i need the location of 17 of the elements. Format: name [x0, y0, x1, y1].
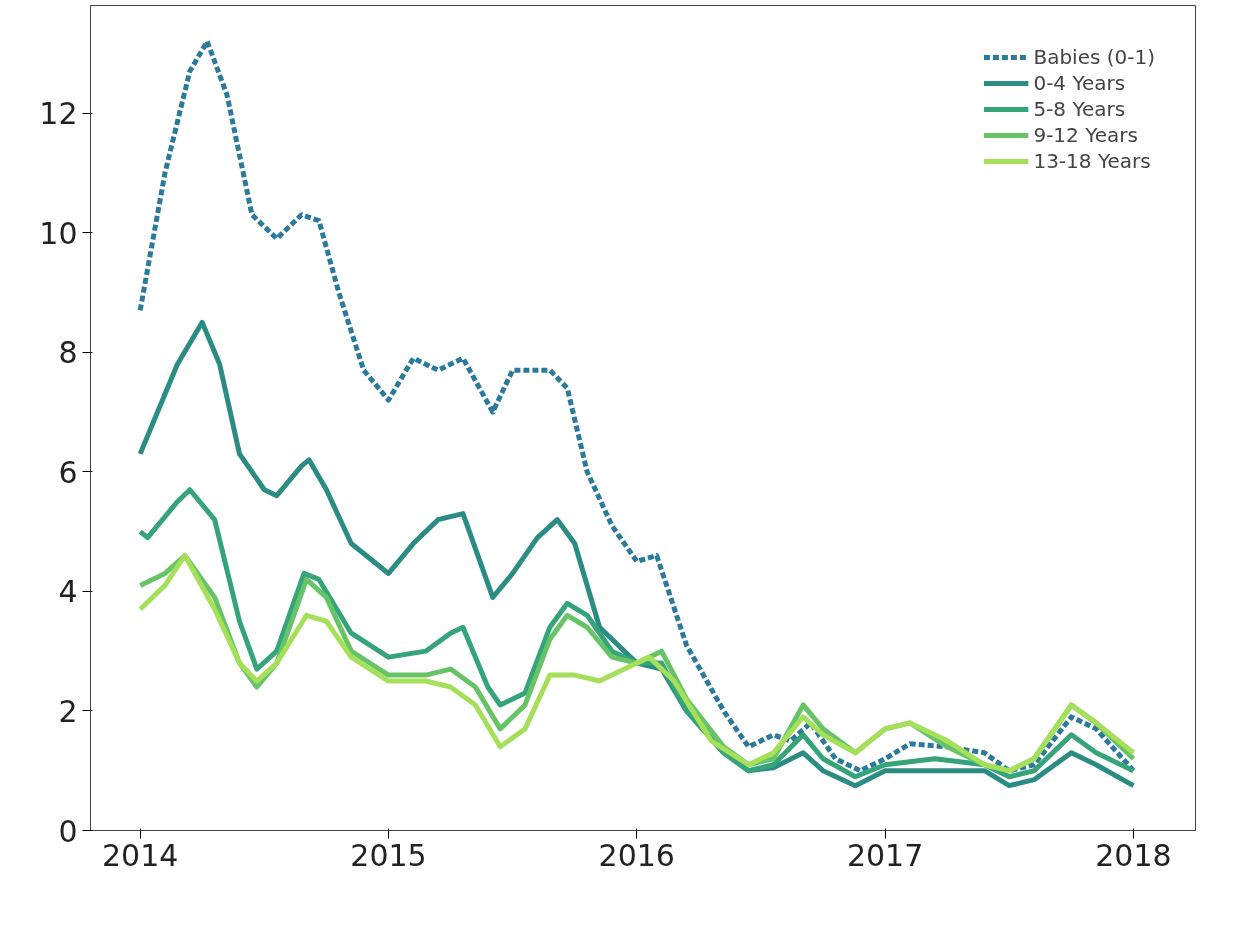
legend-label: 13-18 Years — [1033, 149, 1151, 173]
y-tick-label: 10 — [39, 215, 78, 251]
y-tick-label: 8 — [58, 335, 78, 371]
legend-label: 9-12 Years — [1033, 123, 1138, 147]
legend-label: Babies (0-1) — [1033, 45, 1155, 69]
legend-label: 0-4 Years — [1033, 71, 1126, 95]
y-tick-label: 6 — [58, 454, 78, 490]
y-tick-label: 2 — [58, 693, 78, 729]
x-tick-label: 2017 — [846, 837, 924, 873]
x-tick-label: 2014 — [101, 837, 179, 873]
x-tick-label: 2015 — [350, 837, 427, 873]
x-tick-label: 2016 — [598, 837, 675, 873]
y-tick-label: 12 — [39, 96, 78, 132]
y-tick-label: 0 — [58, 813, 78, 849]
y-tick-label: 4 — [58, 574, 78, 610]
legend-label: 5-8 Years — [1033, 97, 1126, 121]
x-tick-label: 2018 — [1095, 837, 1172, 873]
